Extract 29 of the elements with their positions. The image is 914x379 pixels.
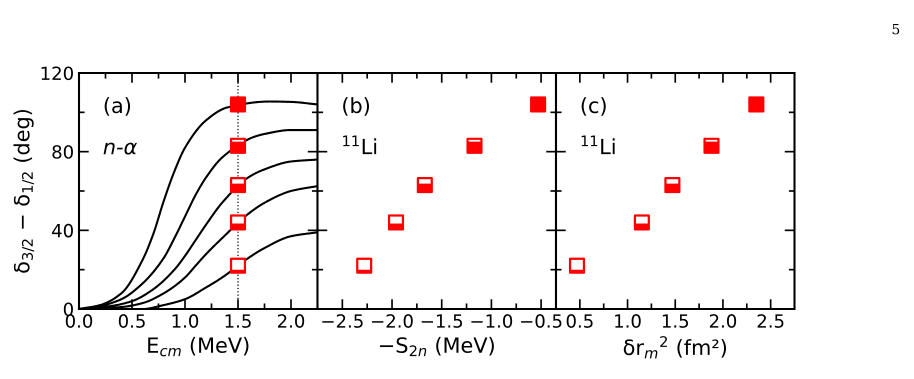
x-tick-label: −2.0 [372,314,413,328]
x-tick-label: 0.5 [566,314,593,328]
x-tick-label: 1.5 [662,314,688,328]
annotation: (b) [343,97,370,116]
y-tick-label: 120 [42,66,73,80]
x-tick-label: −1.0 [471,314,512,328]
x-axis-title: −S$_{2n}$ (MeV) [380,336,494,356]
x-tick-label: 0.5 [118,314,145,328]
x-tick-label: 1.5 [226,314,251,328]
x-tick-label: 0.0 [66,314,92,328]
x-tick-label: −1.5 [422,314,462,328]
annotation: (c) [582,97,606,116]
annotation: $^{11}$Li [343,136,376,154]
x-tick-label: 2.5 [758,314,784,328]
annotation: n-α [104,142,138,155]
annotation: $^{11}$Li [582,136,615,154]
x-tick-label: 1.0 [172,314,198,328]
x-axis-title: δr$_{m}$$^{2}$ (fm²) [624,336,726,358]
x-tick-label: 2.0 [278,314,304,328]
y-axis-title: δ$_{3/2}$ − δ$_{1/2}$ (deg) [13,110,34,273]
x-tick-label: −2.5 [322,314,363,328]
text: 5 [892,24,900,34]
y-tick-label: 80 [52,145,73,159]
x-tick-label: 2.0 [710,314,736,328]
x-tick-label: 1.0 [615,314,641,328]
annotation: (a) [104,97,130,116]
x-tick-label: −0.5 [521,314,562,328]
y-tick-label: 40 [52,224,73,238]
x-axis-title: E$_{cm}$ (MeV) [148,336,248,356]
